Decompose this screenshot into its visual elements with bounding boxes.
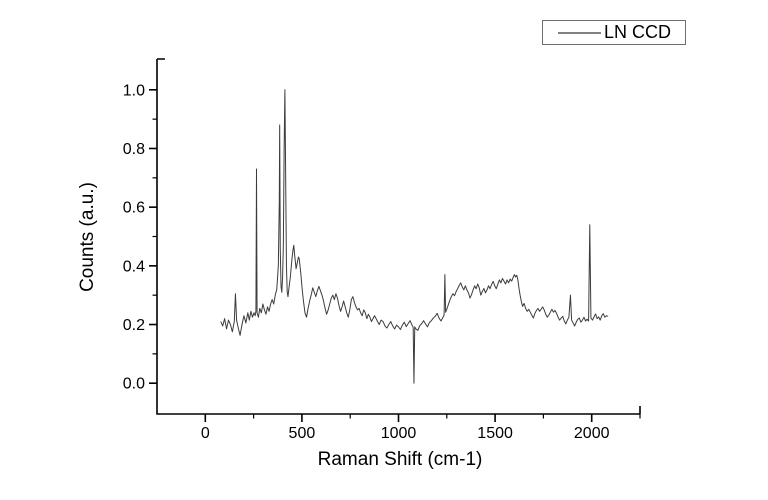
y-axis-tick-labels: 0.0 0.2 0.4 0.6 0.8 1.0 (123, 82, 145, 392)
svg-text:0.8: 0.8 (123, 141, 145, 158)
y-axis-ticks (149, 89, 157, 384)
svg-text:0.6: 0.6 (123, 200, 145, 217)
x-axis-ticks (204, 414, 641, 422)
svg-text:0.0: 0.0 (123, 376, 145, 393)
svg-text:1500: 1500 (477, 425, 513, 442)
svg-text:0.2: 0.2 (123, 317, 145, 334)
svg-text:2000: 2000 (574, 425, 610, 442)
spectrum-line (220, 89, 609, 384)
svg-text:0: 0 (201, 425, 210, 442)
svg-text:500: 500 (289, 425, 316, 442)
axes-frame (156, 58, 641, 415)
legend-box: LN CCD (542, 20, 686, 45)
svg-text:1.0: 1.0 (123, 82, 145, 99)
svg-text:0.4: 0.4 (123, 258, 145, 275)
y-axis-title: Counts (a.u.) (77, 182, 98, 292)
x-axis-title: Raman Shift (cm-1) (317, 449, 483, 470)
x-axis-tick-labels: 0 500 1000 1500 2000 (201, 425, 610, 442)
legend-line-sample (558, 31, 601, 34)
legend-label: LN CCD (604, 22, 672, 42)
svg-text:1000: 1000 (381, 425, 417, 442)
